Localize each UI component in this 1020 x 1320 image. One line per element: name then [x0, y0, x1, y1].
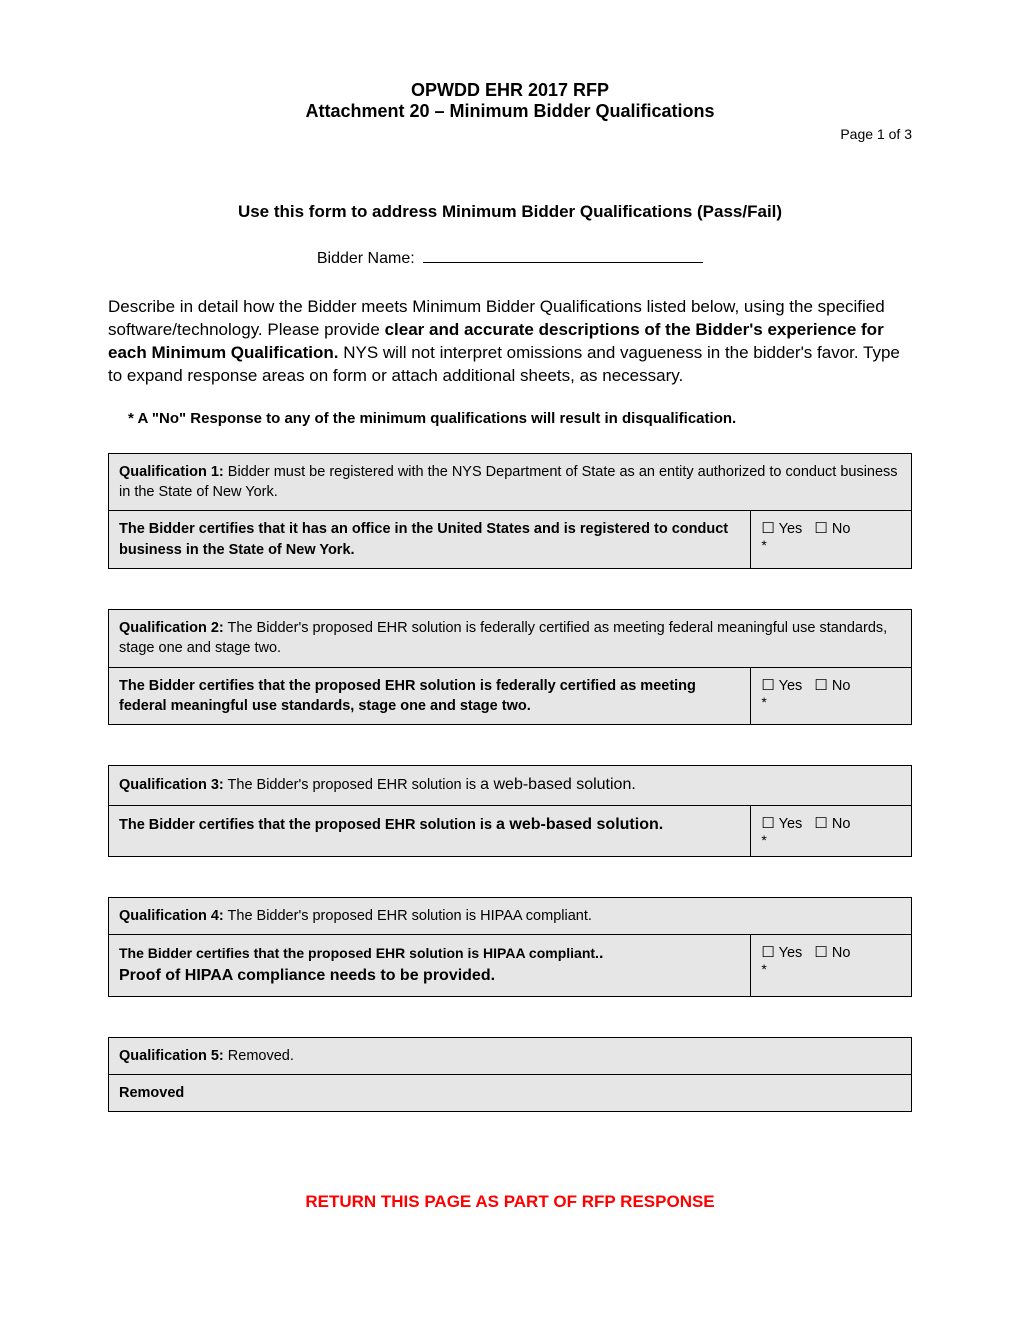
disqualification-note: * A "No" Response to any of the minimum … [128, 410, 912, 427]
qualification-5-table: Qualification 5: Removed. Removed [108, 1037, 912, 1113]
qualification-2-header: Qualification 2: The Bidder's proposed E… [109, 609, 912, 667]
q2-desc: The Bidder's proposed EHR solution is fe… [119, 620, 887, 656]
q4-yesno: ☐ Yes ☐ No * [751, 934, 912, 996]
q5-certify: Removed [109, 1074, 912, 1111]
q4-certify-line1: The Bidder certifies that the proposed E… [119, 945, 599, 961]
page-prefix: Page [840, 126, 877, 142]
qualification-4-header: Qualification 4: The Bidder's proposed E… [109, 897, 912, 934]
bidder-name-label: Bidder Name: [317, 250, 415, 267]
q4-desc: The Bidder's proposed EHR solution is HI… [224, 908, 592, 924]
q2-certify: The Bidder certifies that the proposed E… [109, 667, 751, 725]
bidder-name-row: Bidder Name: [108, 250, 912, 268]
q4-certify-line2: Proof of HIPAA compliance needs to be pr… [119, 965, 740, 987]
page-number: Page 1 of 3 [108, 126, 912, 142]
q5-num: Qualification 5: [119, 1048, 224, 1064]
q1-yes-label: Yes [779, 521, 803, 537]
q3-num: Qualification 3: [119, 777, 224, 793]
page-current: 1 [877, 126, 885, 142]
q3-desc-prefix: The Bidder's proposed EHR solution is [224, 777, 480, 793]
footer-instruction: RETURN THIS PAGE AS PART OF RFP RESPONSE [108, 1192, 912, 1212]
q4-certify: The Bidder certifies that the proposed E… [109, 934, 751, 996]
page-total: 3 [904, 126, 912, 142]
q3-asterisk: * [761, 832, 901, 848]
q3-no-label: No [832, 816, 851, 832]
q1-no-checkbox[interactable]: ☐ [814, 520, 827, 537]
q1-certify: The Bidder certifies that it has an offi… [109, 511, 751, 569]
q4-yes-checkbox[interactable]: ☐ [761, 944, 774, 961]
q3-yes-label: Yes [779, 816, 803, 832]
q4-no-label: No [832, 945, 851, 961]
intro-paragraph: Describe in detail how the Bidder meets … [108, 296, 912, 388]
q4-num: Qualification 4: [119, 908, 224, 924]
header-title-2: Attachment 20 – Minimum Bidder Qualifica… [108, 101, 912, 122]
q2-asterisk: * [761, 694, 901, 710]
q1-no-label: No [832, 521, 851, 537]
q1-desc: Bidder must be registered with the NYS D… [119, 464, 898, 500]
q2-no-checkbox[interactable]: ☐ [814, 677, 827, 694]
q3-desc-emphasis: a web-based solution. [480, 776, 636, 793]
qualification-4-table: Qualification 4: The Bidder's proposed E… [108, 897, 912, 997]
q4-yes-label: Yes [779, 945, 803, 961]
q3-yes-checkbox[interactable]: ☐ [761, 815, 774, 832]
q5-desc: Removed. [224, 1048, 294, 1064]
qualification-3-header: Qualification 3: The Bidder's proposed E… [109, 766, 912, 805]
q3-yesno: ☐ Yes ☐ No * [751, 805, 912, 856]
qualification-2-table: Qualification 2: The Bidder's proposed E… [108, 609, 912, 725]
q3-certify: The Bidder certifies that the proposed E… [109, 805, 751, 856]
q4-no-checkbox[interactable]: ☐ [814, 944, 827, 961]
qualification-3-table: Qualification 3: The Bidder's proposed E… [108, 765, 912, 856]
q2-yes-checkbox[interactable]: ☐ [761, 677, 774, 694]
document-header: OPWDD EHR 2017 RFP Attachment 20 – Minim… [108, 80, 912, 122]
q3-certify-prefix: The Bidder certifies that the proposed E… [119, 817, 496, 833]
page-middle: of [885, 126, 904, 142]
qualification-1-table: Qualification 1: Bidder must be register… [108, 453, 912, 569]
q3-certify-emphasis: a web-based solution. [496, 816, 663, 833]
q2-yes-label: Yes [779, 678, 803, 694]
q1-yes-checkbox[interactable]: ☐ [761, 520, 774, 537]
qualification-1-header: Qualification 1: Bidder must be register… [109, 453, 912, 511]
q2-no-label: No [832, 678, 851, 694]
q2-num: Qualification 2: [119, 620, 224, 636]
bidder-name-input[interactable] [423, 262, 703, 263]
q3-no-checkbox[interactable]: ☐ [814, 815, 827, 832]
q1-yesno: ☐ Yes ☐ No * [751, 511, 912, 569]
header-title-1: OPWDD EHR 2017 RFP [108, 80, 912, 101]
q4-asterisk: * [761, 961, 901, 977]
q2-yesno: ☐ Yes ☐ No * [751, 667, 912, 725]
q1-num: Qualification 1: [119, 464, 224, 480]
q1-asterisk: * [761, 537, 901, 553]
form-title: Use this form to address Minimum Bidder … [108, 202, 912, 222]
qualification-5-header: Qualification 5: Removed. [109, 1037, 912, 1074]
